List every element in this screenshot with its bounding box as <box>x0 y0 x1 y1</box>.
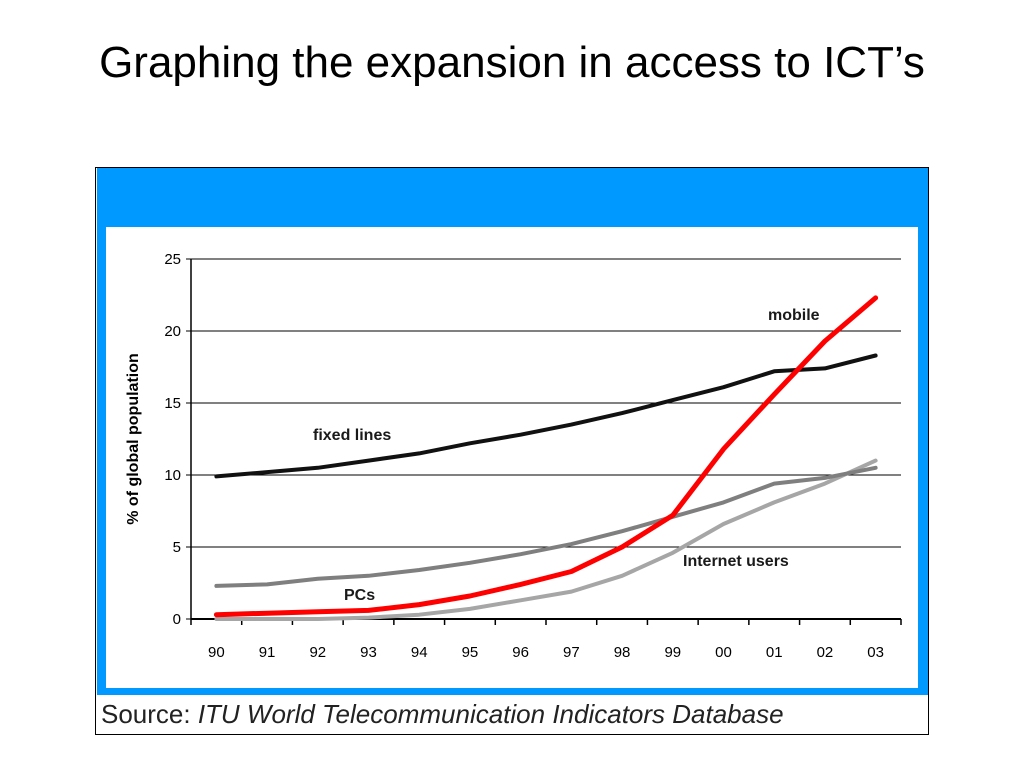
x-tick-label-91: 91 <box>259 644 276 661</box>
gridlines <box>191 258 901 548</box>
data-point-internet-users <box>620 574 624 577</box>
data-point-pcs <box>468 561 472 565</box>
series-label-mobile: mobile <box>768 307 820 324</box>
x-tick-label-01: 01 <box>766 644 783 661</box>
data-point-mobile <box>874 296 877 300</box>
source-database-name: ITU World Telecommunication Indicators D… <box>197 699 784 729</box>
data-point-internet-users <box>874 459 877 462</box>
series-lines <box>213 295 879 621</box>
series-label-fixed-lines: fixed lines <box>313 427 391 444</box>
y-tick-label: 15 <box>164 395 181 412</box>
data-point-internet-users <box>367 616 370 619</box>
data-point-internet-users <box>823 482 827 485</box>
data-point-fixed-lines <box>823 367 827 370</box>
series-line-pcs <box>214 465 878 588</box>
data-point-fixed-lines <box>215 475 218 478</box>
data-point-internet-users <box>418 613 421 616</box>
data-point-pcs <box>215 584 218 588</box>
data-point-pcs <box>874 466 877 469</box>
data-point-internet-users <box>671 551 674 554</box>
data-point-pcs <box>265 583 269 586</box>
x-tick-label-94: 94 <box>411 644 428 661</box>
series-line-mobile <box>213 295 879 618</box>
line-chart: 0 5 10 15 20 25 90 91 92 93 94 95 96 97 98 99 00 01 02 03 % … <box>125 251 902 661</box>
source-prefix: Source: <box>101 699 198 729</box>
data-point-mobile <box>620 545 624 549</box>
data-point-internet-users <box>468 607 472 611</box>
data-point-fixed-lines <box>519 433 522 436</box>
data-point-fixed-lines <box>722 385 725 389</box>
data-point-internet-users <box>773 501 776 504</box>
labels: fixed lines mobile PCs Internet users <box>313 307 820 604</box>
x-tick-label-97: 97 <box>563 644 580 661</box>
x-tick-label-92: 92 <box>309 644 326 661</box>
data-point-fixed-lines <box>671 398 674 402</box>
x-tick-label-03: 03 <box>867 644 884 661</box>
data-point-pcs <box>773 482 776 485</box>
data-point-mobile <box>823 339 827 343</box>
data-point-fixed-lines <box>468 442 472 445</box>
data-point-mobile <box>671 514 674 517</box>
data-point-pcs <box>722 501 725 504</box>
y-tick-label: 0 <box>173 611 181 628</box>
data-point-mobile <box>468 594 472 598</box>
series-label-pcs: PCs <box>344 587 375 604</box>
data-point-mobile <box>367 609 370 612</box>
data-point-mobile <box>773 393 776 396</box>
data-point-mobile <box>418 603 421 606</box>
plot-area: 0 5 10 15 20 25 90 91 92 93 94 95 96 97 98 99 00 01 02 03 % … <box>106 227 918 688</box>
data-point-fixed-lines <box>570 423 573 426</box>
y-tick-label: 5 <box>173 539 181 556</box>
data-point-pcs <box>418 568 421 572</box>
x-tick-label-90: 90 <box>208 644 225 661</box>
x-tick-label-02: 02 <box>817 644 834 661</box>
source-citation: Source: ITU World Telecommunication Indi… <box>101 699 784 730</box>
data-point-internet-users <box>722 522 725 526</box>
data-point-mobile <box>722 447 725 451</box>
data-point-pcs <box>620 529 624 533</box>
data-point-internet-users <box>265 617 269 621</box>
series-line-internet-users <box>214 458 878 621</box>
series-line-fixed-lines <box>214 353 878 479</box>
data-point-pcs <box>570 542 573 546</box>
data-point-mobile <box>265 612 269 615</box>
y-tick-label: 10 <box>164 467 181 484</box>
data-point-fixed-lines <box>418 452 421 455</box>
data-point-pcs <box>519 553 522 556</box>
data-point-internet-users <box>215 617 218 621</box>
slide-title: Graphing the expansion in access to ICT’… <box>99 38 925 87</box>
data-point-mobile <box>519 583 522 586</box>
data-point-internet-users <box>316 617 319 621</box>
x-tick-label-95: 95 <box>462 644 479 661</box>
data-point-fixed-lines <box>367 459 370 462</box>
y-tick-label: 25 <box>164 251 181 268</box>
data-point-mobile <box>215 613 218 616</box>
data-point-internet-users <box>570 590 573 593</box>
x-tick-label-98: 98 <box>614 644 631 661</box>
series-label-internet-users: Internet users <box>683 553 789 570</box>
data-point-fixed-lines <box>316 466 319 469</box>
data-point-fixed-lines <box>265 470 269 474</box>
y-tick-label: 20 <box>164 323 181 340</box>
data-point-fixed-lines <box>620 411 624 415</box>
x-tick-label-99: 99 <box>664 644 681 661</box>
data-point-mobile <box>570 570 573 573</box>
data-point-mobile <box>316 610 319 613</box>
data-point-fixed-lines <box>874 354 877 357</box>
data-point-pcs <box>823 476 827 480</box>
x-tick-label-00: 00 <box>715 644 732 661</box>
data-point-internet-users <box>519 599 522 602</box>
data-point-fixed-lines <box>773 370 776 373</box>
chart-frame: 0 5 10 15 20 25 90 91 92 93 94 95 96 97 98 99 00 01 02 03 % … <box>95 167 929 735</box>
data-point-pcs <box>316 577 319 580</box>
x-tick-label-93: 93 <box>360 644 377 661</box>
axes: 0 5 10 15 20 25 90 91 92 93 94 95 96 97 98 99 00 01 02 03 % … <box>125 251 902 661</box>
y-axis-title: % of global population <box>125 353 142 525</box>
x-tick-label-96: 96 <box>512 644 529 661</box>
data-point-pcs <box>367 574 370 577</box>
